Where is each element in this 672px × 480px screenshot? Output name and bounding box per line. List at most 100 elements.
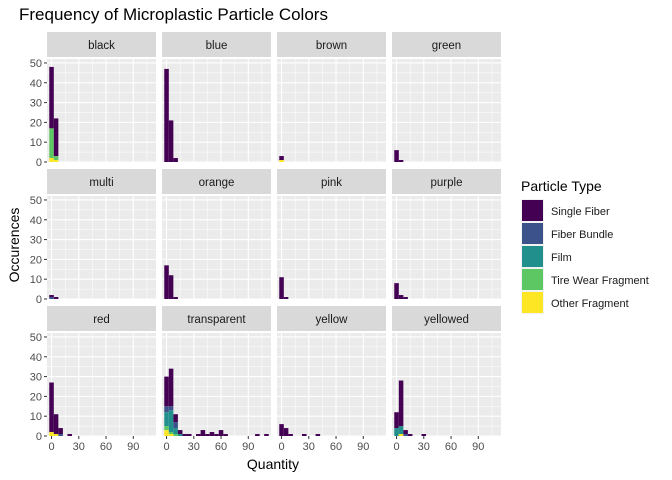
facet-panel-pink: pink: [277, 169, 386, 300]
facet-strip-label: green: [432, 40, 461, 52]
histogram-bar: [168, 275, 174, 299]
facet-strip-label: yellow: [316, 314, 349, 326]
histogram-bar: [53, 434, 59, 436]
facet-strip: [162, 169, 271, 194]
histogram-bar: [283, 297, 289, 299]
facet-strip-label: purple: [431, 177, 463, 189]
histogram-bar: [264, 434, 269, 436]
histogram-bar: [49, 297, 54, 299]
facet-panel-brown: brown: [277, 32, 386, 163]
facet-strip-label: orange: [199, 177, 235, 189]
histogram-bar: [168, 410, 174, 433]
facet-strip: [47, 32, 156, 57]
facet-panel-black: black 0 10 20 30 40 50: [30, 32, 156, 169]
histogram-bar: [288, 434, 293, 436]
panel-background: [392, 333, 501, 436]
facet-strip-label: blue: [206, 40, 228, 52]
facet-strip: [277, 169, 386, 194]
histogram-bar: [182, 434, 187, 436]
histogram-bar: [168, 368, 174, 407]
y-tick-label: 30: [30, 98, 42, 110]
histogram-bar: [164, 376, 169, 407]
histogram-bar: [53, 297, 59, 299]
x-tick-label: 0: [393, 441, 399, 453]
histogram-bar: [394, 283, 399, 299]
histogram-bar: [49, 382, 54, 433]
facet-strip: [47, 169, 156, 194]
histogram-bar: [53, 118, 59, 157]
legend-label: Other Fragment: [551, 298, 629, 310]
facet-strip-label: red: [93, 314, 110, 326]
x-tick-label: 30: [73, 441, 85, 453]
facet-panel-yellowed: yellowed 0 30 60 90: [392, 306, 501, 453]
histogram-bar: [394, 412, 399, 429]
y-tick-label: 20: [30, 254, 42, 266]
legend-label: Single Fiber: [551, 206, 610, 218]
histogram-bar: [196, 434, 201, 436]
histogram-bar: [398, 380, 404, 427]
histogram-bar: [173, 414, 178, 423]
panel-background: [277, 333, 386, 436]
histogram-bar: [403, 434, 408, 436]
histogram-bar: [177, 430, 183, 435]
histogram-bar: [164, 406, 169, 413]
y-tick-label: 20: [30, 117, 42, 129]
facet-panel-yellow: yellow 0 30 60 90: [277, 306, 386, 453]
facet-panel-green: green: [392, 32, 501, 163]
histogram-bar: [283, 428, 289, 436]
facet-panel-transparent: transparent 0 30 60 90: [162, 306, 271, 453]
facet-strip-label: black: [88, 40, 115, 52]
y-tick-label: 10: [30, 411, 42, 423]
histogram-bar: [255, 434, 260, 436]
panel-background: [47, 333, 156, 436]
x-tick-label: 30: [418, 441, 430, 453]
histogram-bar: [394, 428, 399, 436]
histogram-bar: [168, 406, 174, 411]
histogram-bar: [177, 434, 183, 436]
histogram-bar: [398, 295, 404, 299]
panel-background: [162, 59, 271, 162]
histogram-bar: [164, 412, 169, 427]
legend-swatch: [522, 200, 543, 221]
histogram-bar: [164, 68, 169, 162]
histogram-bar: [200, 430, 206, 436]
x-axis-title: Quantity: [247, 456, 299, 472]
histogram-bar: [168, 432, 174, 435]
histogram-bar: [173, 297, 178, 299]
legend-swatch: [522, 246, 543, 267]
histogram-bar: [209, 432, 215, 436]
facet-strip: [162, 32, 271, 57]
legend-swatch: [522, 223, 543, 244]
legend: Particle Type Single Fiber Fiber Bundle Fi…: [521, 178, 649, 314]
y-tick-label: 10: [30, 274, 42, 286]
histogram-bar: [186, 434, 192, 436]
facet-panel-blue: blue: [162, 32, 271, 163]
histogram-bar: [398, 426, 404, 435]
y-tick-label: 40: [30, 215, 42, 227]
histogram-bar: [279, 160, 284, 162]
x-tick-label: 0: [48, 441, 54, 453]
facet-panel-purple: purple: [392, 169, 501, 300]
histogram-bar: [403, 297, 408, 299]
histogram-bar: [173, 428, 178, 435]
y-tick-label: 40: [30, 78, 42, 90]
histogram-bar: [53, 160, 59, 162]
histogram-bar: [301, 434, 307, 436]
facet-strip: [47, 306, 156, 331]
panel-background: [392, 196, 501, 299]
facet-strip: [392, 32, 501, 57]
y-tick-label: 50: [30, 195, 42, 207]
y-tick-label: 50: [30, 332, 42, 344]
facet-strip-label: pink: [321, 177, 342, 189]
panel-background: [47, 196, 156, 299]
histogram-bar: [218, 430, 224, 436]
histogram-bar: [279, 156, 284, 161]
facet-strip: [392, 306, 501, 331]
x-tick-label: 30: [303, 441, 315, 453]
facet-strip-label: brown: [316, 40, 347, 52]
facet-panels: black 0 10 20 30 40 50 blue brown green multi 0 10 20…: [30, 32, 501, 453]
y-tick-label: 30: [30, 235, 42, 247]
histogram-bar: [173, 422, 178, 429]
histogram-bar: [421, 434, 427, 436]
histogram-bar: [58, 434, 63, 436]
